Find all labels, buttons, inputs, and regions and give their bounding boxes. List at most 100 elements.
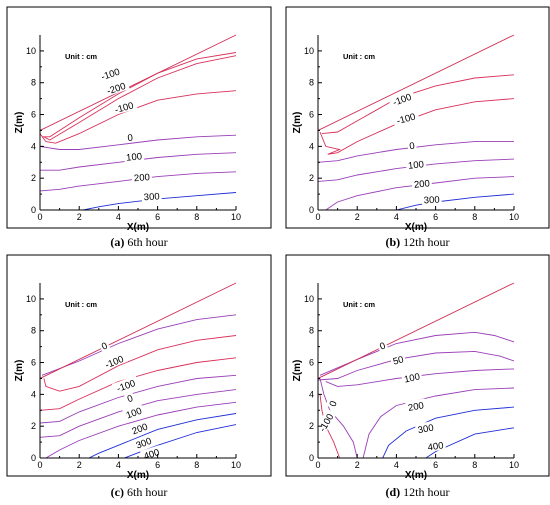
y-axis-label: Z(m) (292, 360, 303, 382)
contour-label-group: 0 (406, 138, 417, 153)
panel-caption: (b) 12th hour (385, 235, 449, 249)
contour-label-bg (405, 157, 427, 171)
contour-line-1 (319, 98, 514, 155)
contour-line-3 (318, 158, 514, 182)
contour-label: 0 (127, 133, 133, 144)
x-tick-label: 2 (355, 460, 360, 470)
ground-surface-line (317, 34, 515, 131)
contour-label: 0 (328, 400, 340, 409)
x-tick-label: 0 (37, 460, 42, 470)
contour-line-0 (319, 331, 514, 376)
y-tick-label: 0 (309, 453, 314, 463)
x-axis-label: X(m) (127, 470, 149, 481)
panel-frame (285, 254, 550, 477)
contour-label: -100 (391, 92, 413, 109)
contour-lines (318, 331, 514, 458)
y-tick-label: 8 (309, 326, 314, 336)
contour-label: 100 (125, 406, 144, 422)
y-tick-label: 8 (31, 326, 36, 336)
contour-label-group: 100 (122, 403, 145, 422)
x-tick-label: 0 (315, 460, 320, 470)
y-tick-label: 6 (309, 358, 314, 368)
contour-label-bg (421, 192, 442, 206)
contour-line-4 (325, 176, 514, 210)
contour-line-1 (43, 55, 236, 141)
contour-line-0 (42, 52, 236, 138)
y-tick-label: 0 (31, 453, 36, 463)
y-tick-label: 10 (26, 46, 36, 56)
x-tick-label: 10 (231, 212, 241, 222)
x-tick-label: 8 (194, 212, 199, 222)
x-tick-label: 0 (315, 212, 320, 222)
contour-label-group: 300 (132, 433, 155, 452)
contour-line-3 (319, 378, 358, 458)
contour-label: -100 (104, 354, 126, 371)
contour-lines (40, 52, 236, 210)
contour-label: 400 (427, 440, 444, 453)
x-tick-label: 10 (509, 212, 519, 222)
contour-label-group: -100 (387, 89, 416, 109)
contour-label: -100 (100, 67, 121, 83)
contour-label: 300 (143, 191, 159, 203)
contour-label-bg (97, 338, 111, 353)
contour-label-group: 200 (405, 398, 427, 414)
ground-surface-line (39, 282, 237, 379)
y-tick-label: 2 (31, 421, 36, 431)
contour-label-bg (122, 403, 145, 421)
y-tick-label: 2 (31, 173, 36, 183)
x-tick-label: 10 (509, 460, 519, 470)
y-tick-label: 2 (309, 421, 314, 431)
contour-line-5 (362, 387, 514, 458)
y-tick-label: 0 (309, 205, 314, 215)
contour-label-group: 100 (405, 157, 427, 172)
contour-label: 400 (142, 447, 160, 462)
x-tick-label: 8 (472, 212, 477, 222)
contour-label: 100 (408, 159, 425, 172)
y-tick-label: 10 (26, 294, 36, 304)
contour-line-4 (40, 152, 236, 171)
contour-label-bg (96, 64, 124, 83)
contour-label-group: 0 (325, 397, 340, 410)
contour-label: 0 (409, 141, 416, 153)
x-tick-label: 6 (433, 212, 438, 222)
panel-frame (6, 6, 272, 229)
contour-label: 200 (414, 178, 431, 190)
contour-line-3 (40, 134, 236, 150)
caption-text: 6th hour (124, 485, 167, 499)
contour-line-6 (88, 413, 236, 458)
contour-label: 0 (378, 341, 387, 353)
contour-label-group: 100 (400, 369, 423, 386)
y-tick-label: 4 (309, 389, 314, 399)
y-tick-label: 8 (31, 78, 36, 88)
contour-line-3 (40, 374, 236, 424)
caption-letter: (c) (111, 485, 124, 499)
contour-label-bg (100, 351, 128, 371)
contour-line-2 (40, 357, 236, 411)
x-tick-label: 2 (77, 212, 82, 222)
caption-text: 12th hour (400, 235, 449, 249)
y-tick-label: 4 (309, 141, 314, 151)
y-axis-label: Z(m) (14, 112, 25, 134)
contour-label: -200 (106, 81, 127, 97)
y-tick-label: 10 (304, 294, 314, 304)
contour-label-group: 0 (123, 391, 136, 405)
contour-lines (40, 314, 236, 458)
x-tick-label: 2 (355, 212, 360, 222)
contour-label-group: 0 (125, 130, 135, 144)
contour-label-group: 400 (424, 438, 446, 453)
contour-label-bg (125, 130, 135, 143)
contour-label: -100 (115, 378, 137, 395)
x-tick-label: 2 (77, 460, 82, 470)
y-tick-label: 2 (309, 173, 314, 183)
y-tick-label: 0 (31, 205, 36, 215)
contour-label-group: 300 (141, 189, 162, 203)
x-tick-label: 8 (472, 460, 477, 470)
x-axis-label: X(m) (127, 222, 149, 233)
contour-label-bg (128, 419, 151, 437)
ground-surface-line (317, 282, 515, 379)
contour-label: 50 (392, 354, 405, 367)
x-tick-label: 10 (231, 460, 241, 470)
unit-label: Unit : cm (343, 300, 375, 309)
